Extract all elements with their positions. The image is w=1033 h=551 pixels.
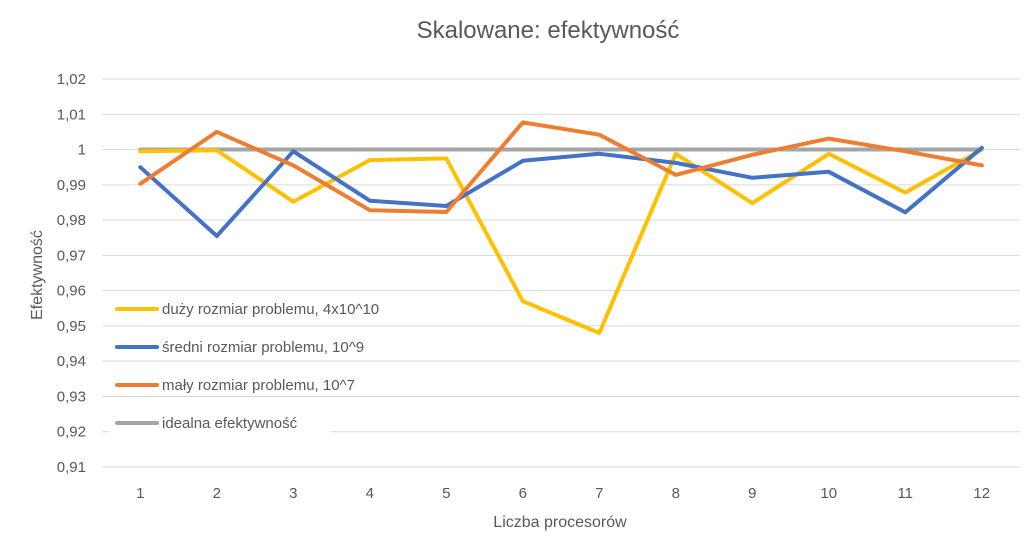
data-point xyxy=(291,149,295,153)
data-point xyxy=(750,176,754,180)
y-tick-label: 0,91 xyxy=(57,459,86,476)
y-axis-ticks: 0,91 0,92 0,93 0,94 0,95 0,96 0,97 0,98 0,99 1 1,0… xyxy=(57,71,86,476)
data-point xyxy=(368,199,372,203)
data-point xyxy=(597,148,601,152)
y-axis-label: Efektywność xyxy=(29,230,46,320)
data-point xyxy=(674,161,678,165)
x-tick-label: 2 xyxy=(213,485,221,502)
data-point xyxy=(827,137,831,141)
data-point xyxy=(903,149,907,153)
x-axis-label: Liczba procesorów xyxy=(493,514,627,531)
y-tick-label: 0,97 xyxy=(57,247,86,264)
data-point xyxy=(138,149,142,153)
data-point xyxy=(597,133,601,137)
legend-label: idealna efektywność xyxy=(162,415,298,432)
x-tick-label: 9 xyxy=(748,485,756,502)
y-tick-label: 0,99 xyxy=(57,177,86,194)
x-tick-label: 1 xyxy=(136,485,144,502)
data-point xyxy=(521,299,525,303)
data-point xyxy=(827,152,831,156)
legend-background xyxy=(110,298,330,320)
y-tick-label: 0,93 xyxy=(57,388,86,405)
legend-background xyxy=(110,412,330,434)
legend-label: średni rozmiar problemu, 10^9 xyxy=(162,339,364,356)
data-point xyxy=(291,163,295,167)
series-lines xyxy=(138,120,984,335)
y-tick-label: 0,96 xyxy=(57,283,86,300)
y-tick-label: 0,94 xyxy=(57,353,86,370)
x-tick-label: 3 xyxy=(289,485,297,502)
x-tick-label: 4 xyxy=(366,485,374,502)
data-point xyxy=(368,208,372,212)
x-tick-label: 11 xyxy=(897,485,913,502)
y-tick-label: 1,02 xyxy=(57,71,86,88)
data-point xyxy=(980,146,984,150)
series-line-2 xyxy=(138,145,984,238)
legend-background xyxy=(110,336,330,358)
gridlines xyxy=(102,78,1020,468)
data-point xyxy=(674,173,678,177)
y-tick-label: 0,98 xyxy=(57,212,86,229)
x-tick-label: 12 xyxy=(973,485,990,502)
data-point xyxy=(903,191,907,195)
legend-label: duży rozmiar problemu, 4x10^10 xyxy=(162,301,379,318)
x-tick-label: 8 xyxy=(672,485,680,502)
data-point xyxy=(444,148,448,152)
data-point xyxy=(597,331,601,335)
data-point xyxy=(138,182,142,186)
data-point xyxy=(138,165,142,169)
series-line-1 xyxy=(138,147,984,335)
legend-label: mały rozmiar problemu, 10^7 xyxy=(162,377,355,394)
data-point xyxy=(980,163,984,167)
data-point xyxy=(521,159,525,163)
series-line-3 xyxy=(138,120,984,214)
data-point xyxy=(827,148,831,152)
chart-title: Skalowane: efektywność xyxy=(417,17,680,44)
y-tick-label: 1,01 xyxy=(57,106,86,123)
legend-background xyxy=(110,374,330,396)
x-tick-label: 10 xyxy=(820,485,837,502)
data-point xyxy=(750,201,754,205)
legend: duży rozmiar problemu, 4x10^10 średni roz… xyxy=(110,298,379,434)
y-tick-label: 0,92 xyxy=(57,424,86,441)
data-point xyxy=(674,152,678,156)
x-tick-label: 6 xyxy=(519,485,527,502)
data-point xyxy=(750,153,754,157)
data-point xyxy=(521,148,525,152)
y-tick-label: 1 xyxy=(78,142,86,159)
x-axis-ticks: 1 2 3 4 5 6 7 8 9 10 11 12 xyxy=(136,485,990,502)
data-point xyxy=(521,120,525,124)
x-tick-label: 5 xyxy=(442,485,450,502)
data-point xyxy=(368,158,372,162)
data-point xyxy=(444,210,448,214)
data-point xyxy=(444,204,448,208)
data-point xyxy=(827,170,831,174)
data-point xyxy=(750,148,754,152)
data-point xyxy=(291,200,295,204)
data-point xyxy=(444,156,448,160)
x-tick-label: 7 xyxy=(595,485,603,502)
data-point xyxy=(368,148,372,152)
data-point xyxy=(215,130,219,134)
data-point xyxy=(674,148,678,152)
data-point xyxy=(215,234,219,238)
data-point xyxy=(597,152,601,156)
data-point xyxy=(903,210,907,214)
data-point xyxy=(215,148,219,152)
y-tick-label: 0,95 xyxy=(57,318,86,335)
